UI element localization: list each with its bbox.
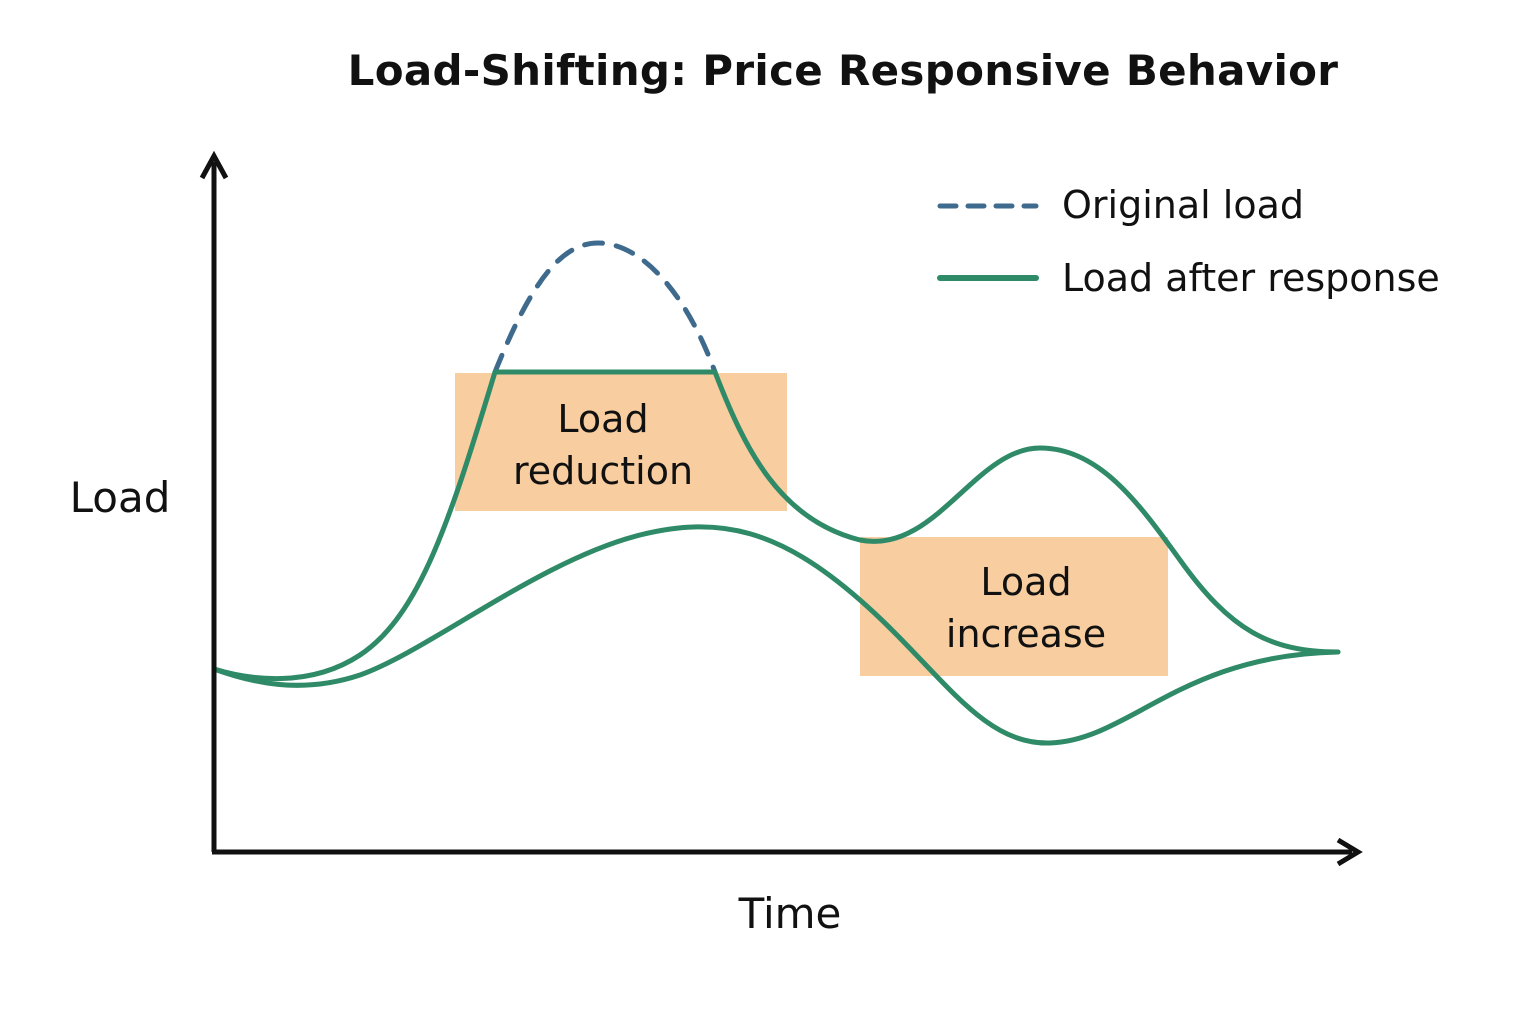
original-load-line [492, 240, 718, 375]
legend-label-load-after-response: Load after response [1062, 256, 1440, 300]
y-axis-label: Load [70, 473, 171, 522]
load-increase-label-line2: increase [946, 612, 1106, 656]
load-reduction-label-line1: Load [557, 397, 648, 441]
load-reduction-region [455, 373, 787, 511]
x-axis-arrowhead [1336, 837, 1363, 867]
x-axis-label: Time [738, 889, 842, 938]
load-increase-label-line1: Load [980, 560, 1071, 604]
load-reduction-label-line2: reduction [513, 449, 693, 493]
legend-label-original-load: Original load [1062, 183, 1304, 227]
baseline-load-line [211, 524, 1341, 746]
legend: Original load Load after response [937, 183, 1440, 300]
load-after-response-line [211, 369, 1341, 682]
chart-title: Load-Shifting: Price Responsive Behavior [347, 46, 1339, 95]
y-axis-arrowhead [199, 150, 229, 180]
